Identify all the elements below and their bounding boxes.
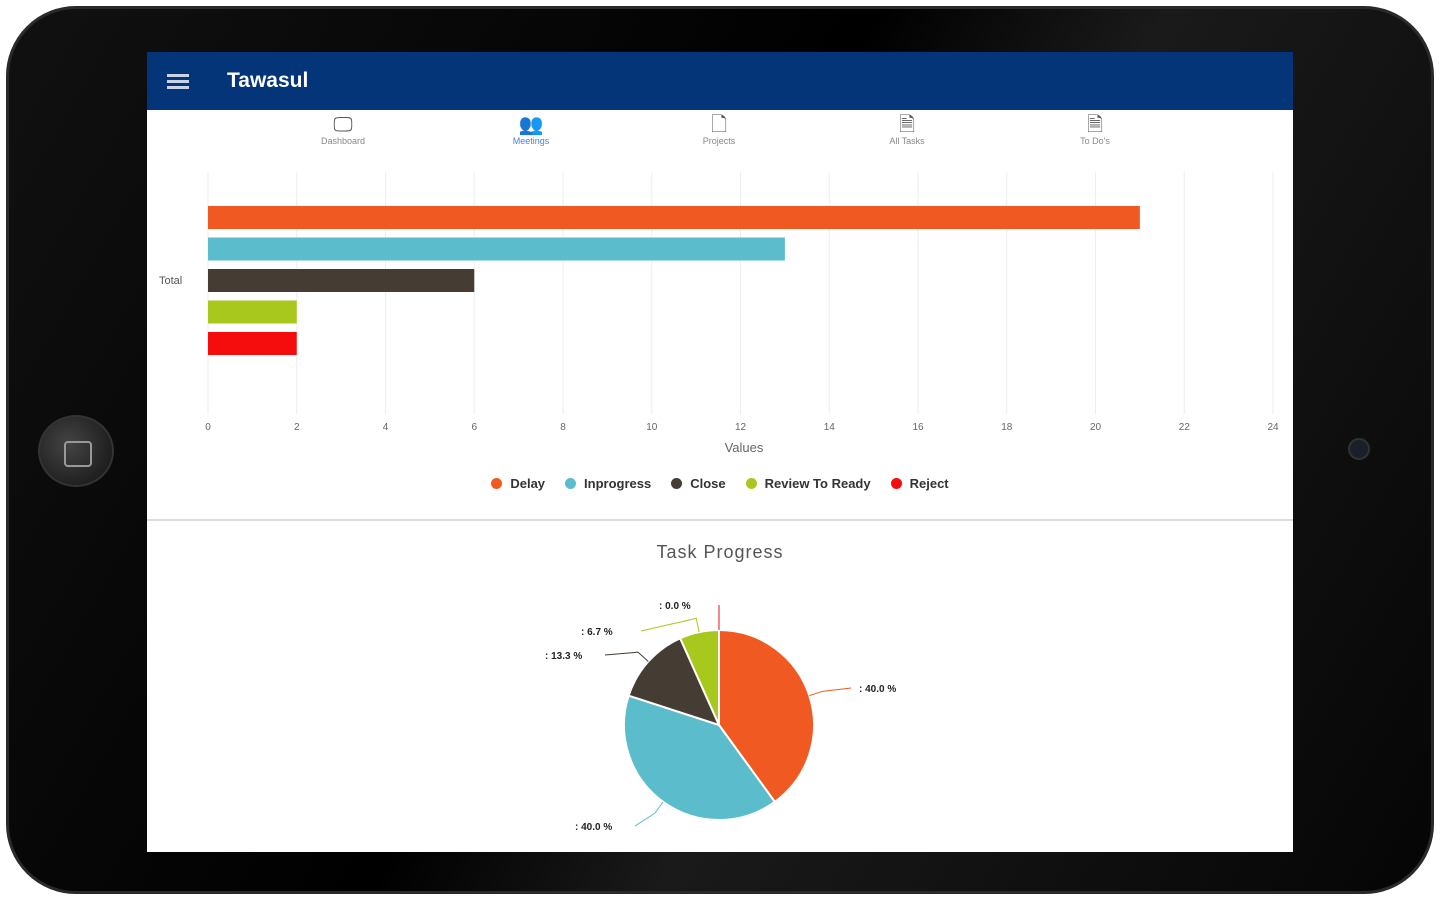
x-tick-label: 6	[471, 422, 477, 433]
camera-icon	[1348, 438, 1370, 460]
tab-meetings[interactable]: 👥 Meetings	[481, 114, 581, 146]
x-tick-label: 22	[1179, 422, 1191, 433]
x-tick-label: 20	[1090, 422, 1102, 433]
x-tick-label: 4	[383, 422, 389, 433]
legend-item[interactable]: Reject	[890, 476, 949, 491]
legend-item[interactable]: Review To Ready	[745, 476, 871, 491]
bar-review-to-ready	[208, 300, 297, 324]
home-button[interactable]	[38, 415, 114, 487]
legend-swatch	[671, 478, 683, 489]
pie-data-label: : 6.7 %	[581, 627, 613, 638]
legend-item[interactable]: Close	[671, 476, 726, 491]
tab-bar: 🖵 Dashboard 👥 Meetings 🗋 Projects 🗎 All Task…	[147, 114, 1293, 164]
pie-leader-line	[640, 617, 700, 633]
bar-inprogress	[208, 237, 785, 261]
pie-data-label: : 13.3 %	[545, 651, 582, 662]
x-tick-label: 12	[735, 422, 747, 433]
bar-reject	[208, 332, 297, 355]
x-tick-label: 2	[294, 422, 300, 433]
tab-label: Projects	[702, 136, 736, 146]
y-category-label: Total	[159, 275, 182, 287]
divider	[147, 519, 1293, 521]
pie-title: Task Progress	[656, 542, 784, 562]
legend-item[interactable]: Delay	[491, 476, 545, 491]
x-tick-label: 16	[912, 422, 924, 433]
x-axis-label: Values	[725, 440, 764, 455]
legend-swatch	[565, 478, 577, 489]
legend-swatch	[890, 478, 902, 489]
document-icon: 🗎	[1086, 114, 1104, 136]
tab-dashboard[interactable]: 🖵 Dashboard	[293, 114, 393, 146]
hamburger-menu-icon[interactable]	[167, 74, 189, 90]
x-tick-label: 18	[1001, 422, 1013, 433]
pie-leader-line	[809, 687, 852, 697]
pie-data-label: : 40.0 %	[859, 684, 896, 695]
legend-item[interactable]: Inprogress	[565, 476, 651, 491]
bar-close	[208, 269, 475, 292]
pie-leader-line	[604, 651, 649, 662]
x-tick-label: 8	[560, 422, 566, 433]
tab-label: Meetings	[512, 136, 550, 146]
home-square-icon	[64, 441, 92, 467]
legend-label: Delay	[510, 476, 546, 491]
legend-label: Review To Ready	[764, 476, 871, 491]
legend-label: Reject	[909, 476, 949, 491]
pie-chart: : 40.0 % : 40.0 % : 13.3 % : 6.7 % : 0.0 %	[545, 601, 896, 833]
legend-label: Close	[690, 476, 726, 491]
bar-delay	[208, 206, 1140, 229]
users-icon: 👥	[518, 114, 544, 136]
legend-swatch	[745, 478, 757, 489]
chart-legend: Delay Inprogress Close Review To Ready Rejec…	[147, 476, 1293, 491]
x-tick-label: 0	[205, 422, 211, 433]
legend-swatch	[491, 478, 503, 489]
tab-label: To Do's	[1080, 136, 1110, 146]
legend-label: Inprogress	[584, 476, 652, 491]
app-screen: Tawasul 🖵 Dashboard 👥 Meetings 🗋 Projects 🗎…	[147, 52, 1293, 852]
tab-label: Dashboard	[320, 136, 366, 146]
pie-leader-line	[634, 801, 664, 827]
document-icon: 🗎	[898, 114, 916, 136]
pie-data-label: : 40.0 %	[575, 822, 612, 833]
x-tick-label: 24	[1267, 422, 1279, 433]
tab-label: All Tasks	[889, 136, 925, 146]
monitor-icon: 🖵	[333, 114, 353, 136]
app-title: Tawasul	[227, 69, 309, 92]
x-tick-label: 10	[646, 422, 658, 433]
app-header: Tawasul	[147, 52, 1293, 110]
tab-todos[interactable]: 🗎 To Do's	[1045, 114, 1145, 146]
document-icon: 🗋	[710, 114, 728, 136]
tab-all-tasks[interactable]: 🗎 All Tasks	[857, 114, 957, 146]
pie-data-label: : 0.0 %	[659, 601, 691, 612]
tab-projects[interactable]: 🗋 Projects	[669, 114, 769, 146]
x-tick-label: 14	[824, 422, 836, 433]
